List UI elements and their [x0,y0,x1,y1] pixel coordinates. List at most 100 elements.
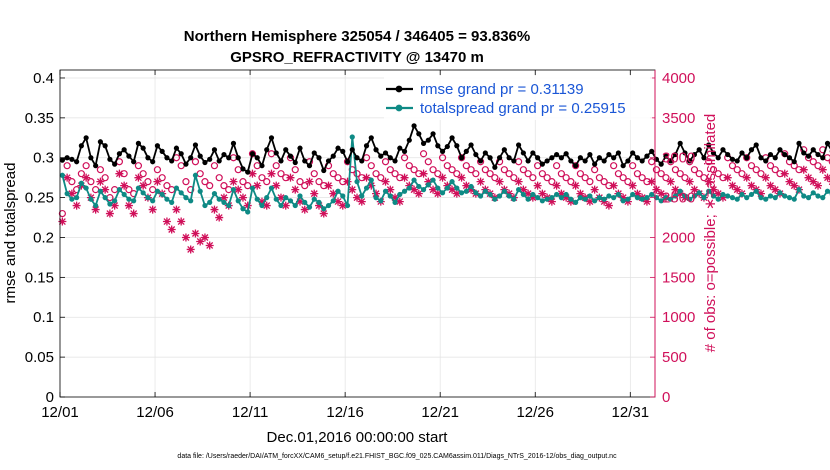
obs-assimilated-point-138 [714,189,723,198]
obs-assimilated-point-59 [338,201,347,210]
obs-possible-point-32 [210,162,219,170]
totalspread-point-63 [359,193,365,199]
rmse-point-116 [611,155,617,161]
rmse-point-66 [373,147,379,153]
totalspread-point-52 [306,204,313,210]
rmse-point-15 [131,159,137,165]
obs-possible-point-147 [757,170,765,178]
rmse-point-139 [720,147,726,153]
rmse-point-145 [748,147,755,153]
obs-possible-point-79 [434,170,442,178]
rmse-point-67 [378,153,384,159]
rmse-point-34 [221,151,227,158]
obs-possible-point-49 [291,166,299,174]
totalspread-point-146 [753,188,759,194]
obs-possible-point-99 [529,174,537,182]
totalspread-point-47 [283,195,289,201]
obs-possible-point-135 [700,174,708,182]
obs-assimilated-point-19 [148,205,157,214]
obs-possible-point-90 [486,170,494,178]
totalspread-point-115 [606,193,612,199]
rmse-point-9 [102,143,108,149]
rmse-point-53 [311,150,317,156]
rmse-point-122 [639,158,645,164]
obs-possible-point-14 [125,186,133,194]
obs-assimilated-point-125 [652,185,661,194]
totalspread-point-28 [192,172,199,178]
rmse-point-54 [316,155,322,161]
obs-assimilated-point-0 [58,217,67,226]
totalspread-point-40 [249,185,256,191]
totalspread-point-72 [401,188,408,194]
y-tick-label-7: 0.35 [25,110,54,127]
totalspread-point-111 [587,193,593,199]
obs-assimilated-point-10 [105,209,114,218]
totalspread-point-31 [207,199,213,205]
totalspread-point-54 [316,199,322,205]
y2-tick-label-3: 1500 [662,269,695,286]
rmse-point-151 [777,147,783,153]
rmse-point-107 [568,158,574,164]
totalspread-point-102 [544,196,550,202]
obs-possible-point-4 [77,170,85,178]
obs-possible-point-85 [462,162,470,170]
obs-assimilated-point-55 [319,209,328,218]
obs-assimilated-point-154 [790,181,799,190]
y-tick-label-5: 0.25 [25,190,54,207]
obs-assimilated-point-42 [257,197,266,206]
rmse-point-137 [710,150,717,156]
obs-possible-point-146 [752,166,760,174]
rmse-point-141 [729,156,736,162]
rmse-point-75 [416,131,422,137]
y2-tick-label-1: 500 [662,349,687,366]
obs-possible-point-117 [614,170,623,178]
rmse-point-69 [387,155,393,161]
totalspread-point-1 [64,191,70,197]
obs-possible-point-82 [448,166,456,174]
rmse-point-90 [487,155,493,161]
rmse-point-2 [69,156,75,162]
rmse-point-104 [554,151,560,158]
totalspread-point-13 [121,191,127,198]
rmse-point-73 [406,137,412,143]
totalspread-point-92 [496,193,503,199]
totalspread-point-61 [349,134,355,140]
rmse-point-70 [392,158,398,164]
rmse-point-33 [216,158,222,164]
totalspread-point-85 [463,188,469,194]
obs-possible-point-0 [58,209,66,218]
obs-assimilated-point-79 [433,189,442,198]
totalspread-point-4 [78,180,84,186]
totalspread-point-148 [763,196,769,202]
x-tick-label-1: 12/06 [136,404,174,421]
y2-tick-label-2: 1000 [662,309,695,326]
obs-assimilated-point-156 [799,165,808,174]
obs-possible-point-120 [629,162,637,170]
totalspread-point-97 [520,191,526,198]
obs-assimilated-point-75 [414,189,423,198]
rmse-point-96 [516,142,522,148]
totalspread-point-107 [568,196,574,202]
rmse-point-148 [763,158,769,164]
rmse-point-45 [273,150,279,156]
obs-assimilated-point-17 [139,181,148,190]
obs-assimilated-point-14 [124,201,133,210]
totalspread-point-55 [321,206,327,212]
obs-assimilated-point-98 [524,189,533,198]
obs-assimilated-point-120 [628,181,637,190]
obs-possible-point-130 [676,170,684,178]
obs-assimilated-point-132 [685,177,694,186]
obs-assimilated-point-161 [823,173,830,182]
totalspread-point-136 [706,188,712,194]
rmse-point-64 [363,143,370,149]
totalspread-point-94 [506,193,512,199]
obs-possible-point-110 [581,174,589,182]
totalspread-point-139 [720,191,726,198]
obs-assimilated-point-118 [619,193,628,202]
obs-assimilated-point-105 [557,189,566,198]
totalspread-point-15 [131,198,137,204]
totalspread-point-82 [449,179,455,185]
obs-possible-point-106 [562,174,570,182]
rmse-point-121 [634,155,641,161]
obs-assimilated-point-13 [120,181,129,190]
